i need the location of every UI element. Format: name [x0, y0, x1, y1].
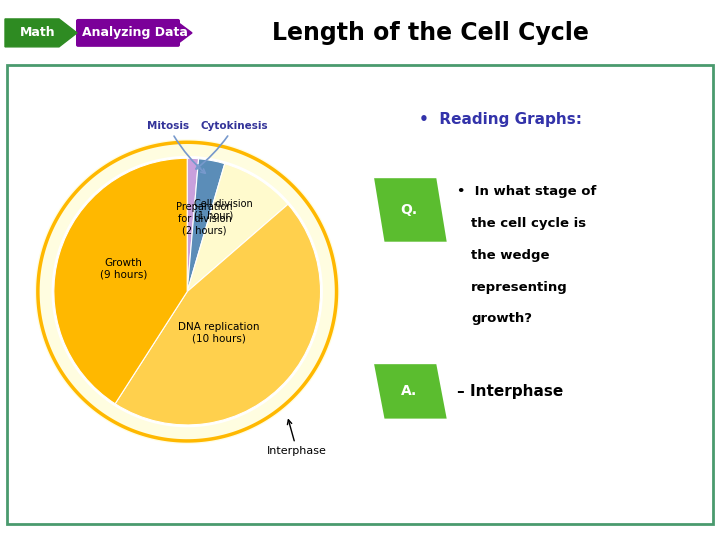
Polygon shape — [374, 364, 446, 418]
Text: DNA replication
(10 hours): DNA replication (10 hours) — [178, 322, 259, 344]
Text: Mitosis: Mitosis — [147, 121, 205, 173]
Text: Cytokinesis: Cytokinesis — [196, 121, 268, 169]
Wedge shape — [187, 164, 288, 292]
Text: the cell cycle is: the cell cycle is — [471, 217, 586, 230]
Text: •  In what stage of: • In what stage of — [457, 185, 596, 198]
Text: Math: Math — [20, 26, 56, 39]
Wedge shape — [187, 158, 199, 292]
FancyArrow shape — [5, 19, 77, 47]
Text: Cell division
(1 hour): Cell division (1 hour) — [194, 199, 253, 226]
Text: A.: A. — [400, 384, 417, 399]
Text: Length of the Cell Cycle: Length of the Cell Cycle — [271, 21, 588, 45]
Text: representing: representing — [471, 281, 567, 294]
Text: growth?: growth? — [471, 312, 532, 325]
FancyArrow shape — [77, 21, 192, 45]
Text: the wedge: the wedge — [471, 249, 549, 262]
Text: •  Reading Graphs:: • Reading Graphs: — [419, 112, 582, 127]
Text: Interphase: Interphase — [267, 420, 327, 456]
Text: – Interphase: – Interphase — [457, 384, 563, 399]
Text: Preparation
for division
(2 hours): Preparation for division (2 hours) — [176, 202, 233, 235]
Wedge shape — [54, 158, 187, 404]
FancyBboxPatch shape — [76, 19, 180, 47]
Text: Q.: Q. — [400, 203, 417, 217]
Wedge shape — [115, 204, 320, 425]
Wedge shape — [187, 159, 225, 292]
Text: Analyzing Data: Analyzing Data — [82, 26, 188, 39]
Polygon shape — [374, 178, 446, 242]
Text: Growth
(9 hours): Growth (9 hours) — [100, 258, 148, 280]
